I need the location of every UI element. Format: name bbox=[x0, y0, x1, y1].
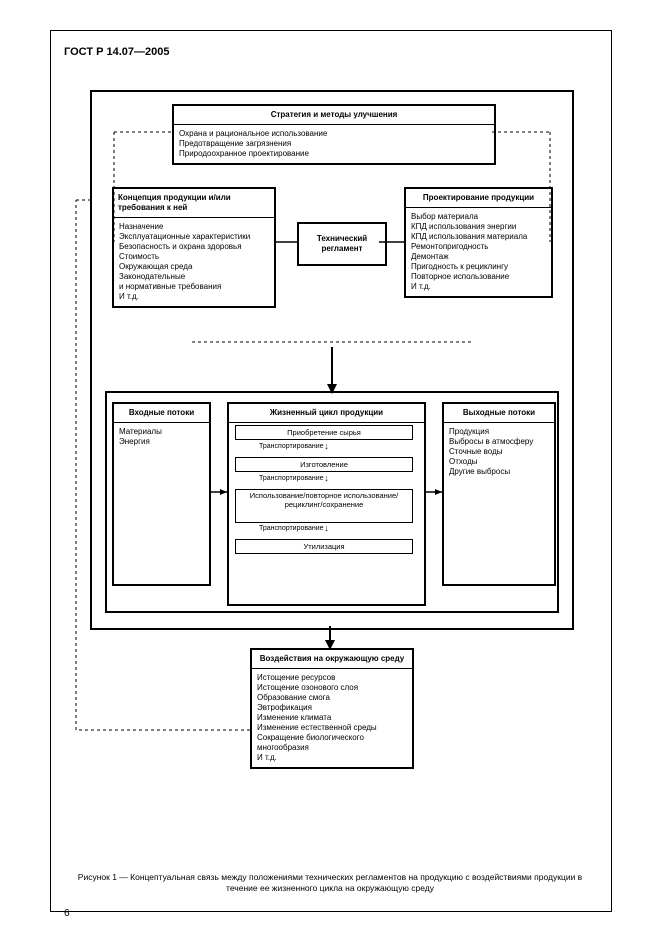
box-outputs-title: Выходные потоки bbox=[444, 404, 554, 423]
lifecycle-stage-1: Изготовление bbox=[235, 457, 413, 472]
box-outputs: Выходные потоки ПродукцияВыбросы в атмос… bbox=[442, 402, 556, 586]
box-design: Проектирование продукции Выбор материала… bbox=[404, 187, 553, 298]
lifecycle-transport-2: Транспортирование bbox=[259, 525, 324, 534]
lifecycle-stage-3: Утилизация bbox=[235, 539, 413, 554]
box-inputs: Входные потоки МатериалыЭнергия bbox=[112, 402, 211, 586]
page-number: 6 bbox=[64, 908, 70, 919]
box-impacts-body: Истощение ресурсовИстощение озонового сл… bbox=[252, 669, 412, 767]
box-inputs-title: Входные потоки bbox=[114, 404, 209, 423]
box-design-title: Проектирование продукции bbox=[406, 189, 551, 208]
standard-code: ГОСТ Р 14.07—2005 bbox=[64, 46, 169, 58]
box-impacts: Воздействия на окружающую среду Истощени… bbox=[250, 648, 414, 769]
figure-caption: Рисунок 1 — Концептуальная связь между п… bbox=[70, 872, 590, 894]
lifecycle-transport-1: Транспортирование bbox=[259, 475, 324, 484]
box-design-body: Выбор материалаКПД использования энергии… bbox=[406, 208, 551, 296]
box-strategy-body: Охрана и рациональное использованиеПредо… bbox=[174, 125, 494, 163]
box-inputs-body: МатериалыЭнергия bbox=[114, 423, 209, 451]
lifecycle-stage-0: Приобретение сырья bbox=[235, 425, 413, 440]
box-techreg: Технический регламент bbox=[297, 222, 387, 266]
lifecycle-arrow-1: ↓ bbox=[324, 473, 329, 484]
page: ГОСТ Р 14.07—2005 Стратегия и методы улу… bbox=[0, 0, 661, 936]
lifecycle-transport-0: Транспортирование bbox=[259, 443, 324, 452]
box-lifecycle: Жизненный цикл продукции Приобретение сы… bbox=[227, 402, 426, 606]
box-lifecycle-body: Приобретение сырья ↓ Транспортирование И… bbox=[229, 423, 424, 609]
box-outputs-body: ПродукцияВыбросы в атмосферуСточные воды… bbox=[444, 423, 554, 481]
box-techreg-label: Технический регламент bbox=[317, 234, 367, 253]
box-concept: Концепция продукции и/или требования к н… bbox=[112, 187, 276, 308]
lifecycle-arrow-2: ↓ bbox=[324, 523, 329, 534]
box-impacts-title: Воздействия на окружающую среду bbox=[252, 650, 412, 669]
box-lifecycle-title: Жизненный цикл продукции bbox=[229, 404, 424, 423]
box-strategy-title: Стратегия и методы улучшения bbox=[174, 106, 494, 125]
lifecycle-arrow-0: ↓ bbox=[324, 441, 329, 452]
box-strategy: Стратегия и методы улучшения Охрана и ра… bbox=[172, 104, 496, 165]
lifecycle-stage-2: Использование/повторное использование/ре… bbox=[235, 489, 413, 523]
box-concept-body: НазначениеЭксплуатационные характеристик… bbox=[114, 218, 274, 306]
box-concept-title: Концепция продукции и/или требования к н… bbox=[114, 189, 274, 218]
diagram-outer: Стратегия и методы улучшения Охрана и ра… bbox=[90, 90, 574, 630]
